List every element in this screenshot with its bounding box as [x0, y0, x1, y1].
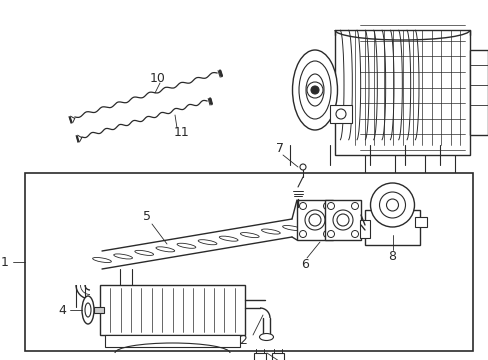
Text: 10: 10	[150, 72, 165, 85]
Text: 11: 11	[174, 126, 189, 139]
Circle shape	[305, 210, 325, 230]
Bar	[253, 353, 265, 360]
Ellipse shape	[305, 74, 324, 106]
Bar	[296, 200, 332, 240]
Bar	[100, 285, 244, 335]
Circle shape	[332, 210, 352, 230]
Circle shape	[308, 214, 320, 226]
Circle shape	[335, 109, 346, 119]
Ellipse shape	[292, 50, 337, 130]
Circle shape	[336, 214, 348, 226]
Circle shape	[299, 164, 305, 170]
Circle shape	[299, 202, 306, 210]
Circle shape	[379, 192, 405, 218]
Ellipse shape	[114, 254, 132, 259]
Circle shape	[323, 202, 330, 210]
Bar	[359, 220, 369, 238]
Circle shape	[323, 230, 330, 238]
Bar	[469, 50, 487, 135]
Text: 1: 1	[1, 256, 9, 269]
Circle shape	[327, 202, 334, 210]
Bar	[334, 30, 469, 155]
Ellipse shape	[82, 296, 94, 324]
Circle shape	[299, 230, 306, 238]
Circle shape	[370, 183, 414, 227]
Bar	[364, 210, 419, 245]
Ellipse shape	[156, 247, 174, 252]
Text: 5: 5	[142, 210, 151, 222]
Text: 7: 7	[275, 143, 284, 156]
Circle shape	[351, 230, 358, 238]
Circle shape	[386, 199, 398, 211]
Bar	[94, 307, 104, 313]
Ellipse shape	[219, 236, 238, 241]
Text: 6: 6	[301, 258, 308, 271]
Circle shape	[306, 82, 323, 98]
Ellipse shape	[177, 243, 195, 248]
Bar	[414, 217, 426, 227]
Text: 8: 8	[387, 251, 396, 264]
Ellipse shape	[259, 333, 273, 341]
Ellipse shape	[135, 250, 153, 255]
Bar	[271, 353, 284, 360]
Circle shape	[327, 230, 334, 238]
Ellipse shape	[282, 225, 301, 230]
Circle shape	[310, 86, 318, 94]
Bar	[329, 105, 351, 123]
Ellipse shape	[261, 229, 280, 234]
Text: 4: 4	[58, 303, 66, 316]
Bar	[25, 173, 472, 351]
Bar	[105, 335, 240, 347]
Ellipse shape	[298, 61, 330, 119]
Ellipse shape	[85, 303, 91, 317]
Ellipse shape	[198, 240, 217, 245]
Ellipse shape	[240, 233, 259, 238]
Bar	[325, 200, 360, 240]
Circle shape	[351, 202, 358, 210]
Text: 2: 2	[239, 333, 246, 346]
Ellipse shape	[92, 257, 111, 262]
